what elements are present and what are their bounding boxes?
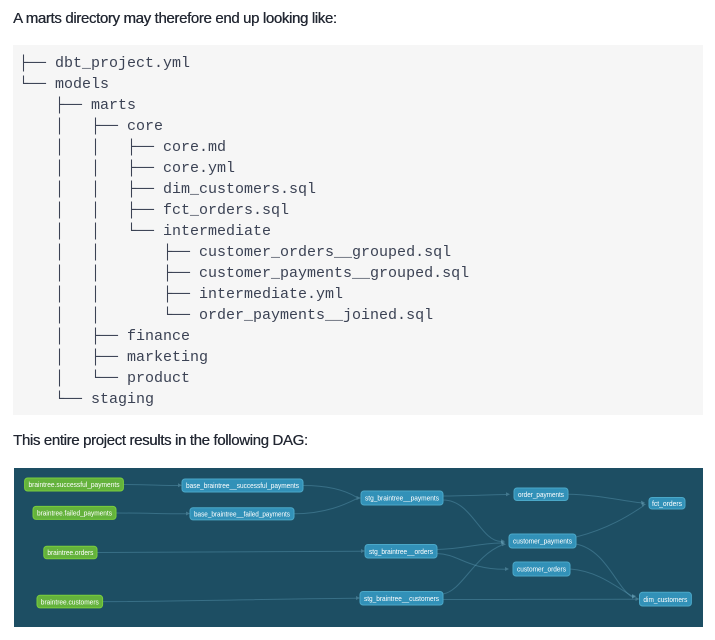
svg-text:dim_customers: dim_customers	[643, 595, 687, 604]
svg-text:stg_braintree__payments: stg_braintree__payments	[365, 494, 439, 503]
svg-text:stg_braintree__orders: stg_braintree__orders	[369, 547, 433, 556]
svg-text:customer_payments: customer_payments	[513, 537, 572, 546]
svg-text:braintree.successful_payments: braintree.successful_payments	[29, 480, 120, 489]
svg-text:braintree.customers: braintree.customers	[41, 597, 99, 606]
svg-text:fct_orders: fct_orders	[652, 499, 682, 508]
svg-text:base_braintree__failed_payment: base_braintree__failed_payments	[194, 510, 290, 519]
svg-text:stg_braintree__customers: stg_braintree__customers	[364, 594, 439, 603]
svg-text:order_payments: order_payments	[518, 490, 564, 499]
svg-text:customer_orders: customer_orders	[517, 565, 566, 574]
svg-text:braintree.orders: braintree.orders	[47, 548, 93, 557]
svg-text:braintree.failed_payments: braintree.failed_payments	[37, 509, 112, 518]
svg-text:base_braintree__successful_pay: base_braintree__successful_payments	[186, 481, 299, 490]
